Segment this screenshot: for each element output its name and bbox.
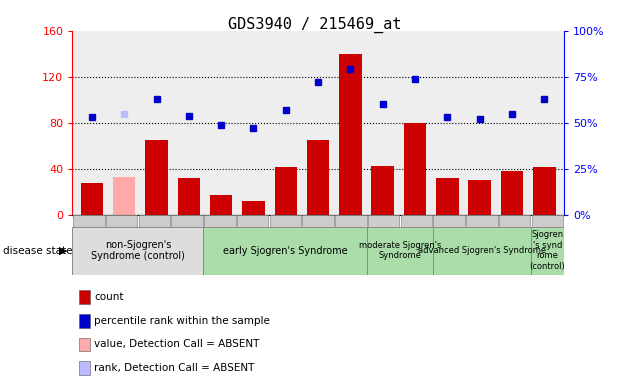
Bar — [270, 215, 301, 227]
Bar — [368, 215, 399, 227]
Bar — [210, 195, 232, 215]
Bar — [501, 171, 524, 215]
Text: ▶: ▶ — [59, 245, 67, 256]
Text: rank, Detection Call = ABSENT: rank, Detection Call = ABSENT — [94, 363, 255, 373]
Text: early Sjogren's Syndrome: early Sjogren's Syndrome — [223, 245, 348, 256]
Bar — [275, 167, 297, 215]
Bar — [302, 215, 334, 227]
Bar — [204, 215, 236, 227]
Bar — [531, 227, 564, 275]
Text: Sjogren
's synd
rome
(control): Sjogren 's synd rome (control) — [530, 230, 565, 271]
Text: moderate Sjogren's
Syndrome: moderate Sjogren's Syndrome — [359, 241, 441, 260]
Bar — [401, 215, 432, 227]
Text: disease state: disease state — [3, 245, 72, 256]
Bar — [372, 166, 394, 215]
Bar — [533, 167, 556, 215]
Bar — [307, 140, 329, 215]
Bar — [72, 227, 203, 275]
Bar — [335, 215, 367, 227]
Bar — [81, 183, 103, 215]
Bar — [237, 215, 268, 227]
Bar — [178, 178, 200, 215]
Bar — [433, 227, 531, 275]
Bar — [242, 201, 265, 215]
Bar — [436, 178, 459, 215]
Bar — [469, 180, 491, 215]
Bar — [113, 177, 135, 215]
Text: value, Detection Call = ABSENT: value, Detection Call = ABSENT — [94, 339, 260, 349]
Bar — [171, 215, 203, 227]
Text: percentile rank within the sample: percentile rank within the sample — [94, 316, 270, 326]
Text: GDS3940 / 215469_at: GDS3940 / 215469_at — [228, 17, 402, 33]
Bar — [433, 215, 465, 227]
Bar — [106, 215, 137, 227]
Bar — [499, 215, 530, 227]
Bar — [145, 140, 168, 215]
Bar — [73, 215, 105, 227]
Text: advanced Sjogren's Syndrome: advanced Sjogren's Syndrome — [418, 246, 546, 255]
Bar — [367, 227, 433, 275]
Bar — [203, 227, 367, 275]
Bar — [404, 123, 427, 215]
Text: count: count — [94, 292, 124, 302]
Bar — [466, 215, 498, 227]
Bar — [139, 215, 170, 227]
Text: non-Sjogren's
Syndrome (control): non-Sjogren's Syndrome (control) — [91, 240, 185, 262]
Bar — [339, 54, 362, 215]
Bar — [532, 215, 563, 227]
